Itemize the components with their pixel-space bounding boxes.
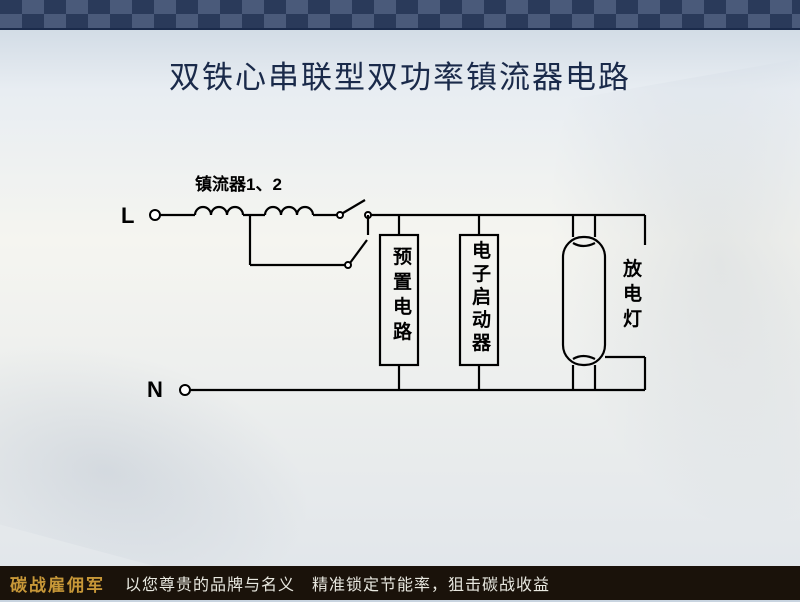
footer-brand: 碳战雇佣军 [10, 571, 105, 596]
top-brick-border [0, 0, 800, 30]
box2-char1: 电 [472, 239, 491, 262]
terminal-n-icon [180, 385, 190, 395]
terminal-l-icon [150, 210, 160, 220]
box2-char3: 启 [472, 285, 491, 308]
footer-bar: 碳战雇佣军 以您尊贵的品牌与名义 精准锁定节能率，狙击碳战收益 [0, 566, 800, 600]
box1-char3: 电 [393, 295, 412, 318]
box3-char3: 灯 [623, 308, 642, 330]
box3-char2: 电 [623, 282, 642, 305]
box2-char5: 器 [471, 332, 492, 354]
box1-char2: 置 [393, 271, 412, 293]
circuit-diagram: L 镇流器1、2 预 置 电 路 电 子 启 动 器 放 电 灯 [115, 145, 685, 445]
terminal-l-label: L [121, 203, 134, 228]
slide-title: 双铁心串联型双功率镇流器电路 [0, 52, 800, 97]
box2-char4: 动 [472, 309, 491, 331]
lamp-tube-icon [563, 237, 605, 365]
box1-char1: 预 [393, 246, 412, 268]
terminal-n-label: N [147, 377, 163, 402]
box2-char2: 子 [472, 264, 491, 285]
box1-char4: 路 [393, 320, 413, 343]
ballast-label: 镇流器1、2 [195, 174, 282, 194]
footer-slogan: 以您尊贵的品牌与名义 精准锁定节能率，狙击碳战收益 [125, 571, 550, 595]
box3-char1: 放 [622, 257, 643, 280]
